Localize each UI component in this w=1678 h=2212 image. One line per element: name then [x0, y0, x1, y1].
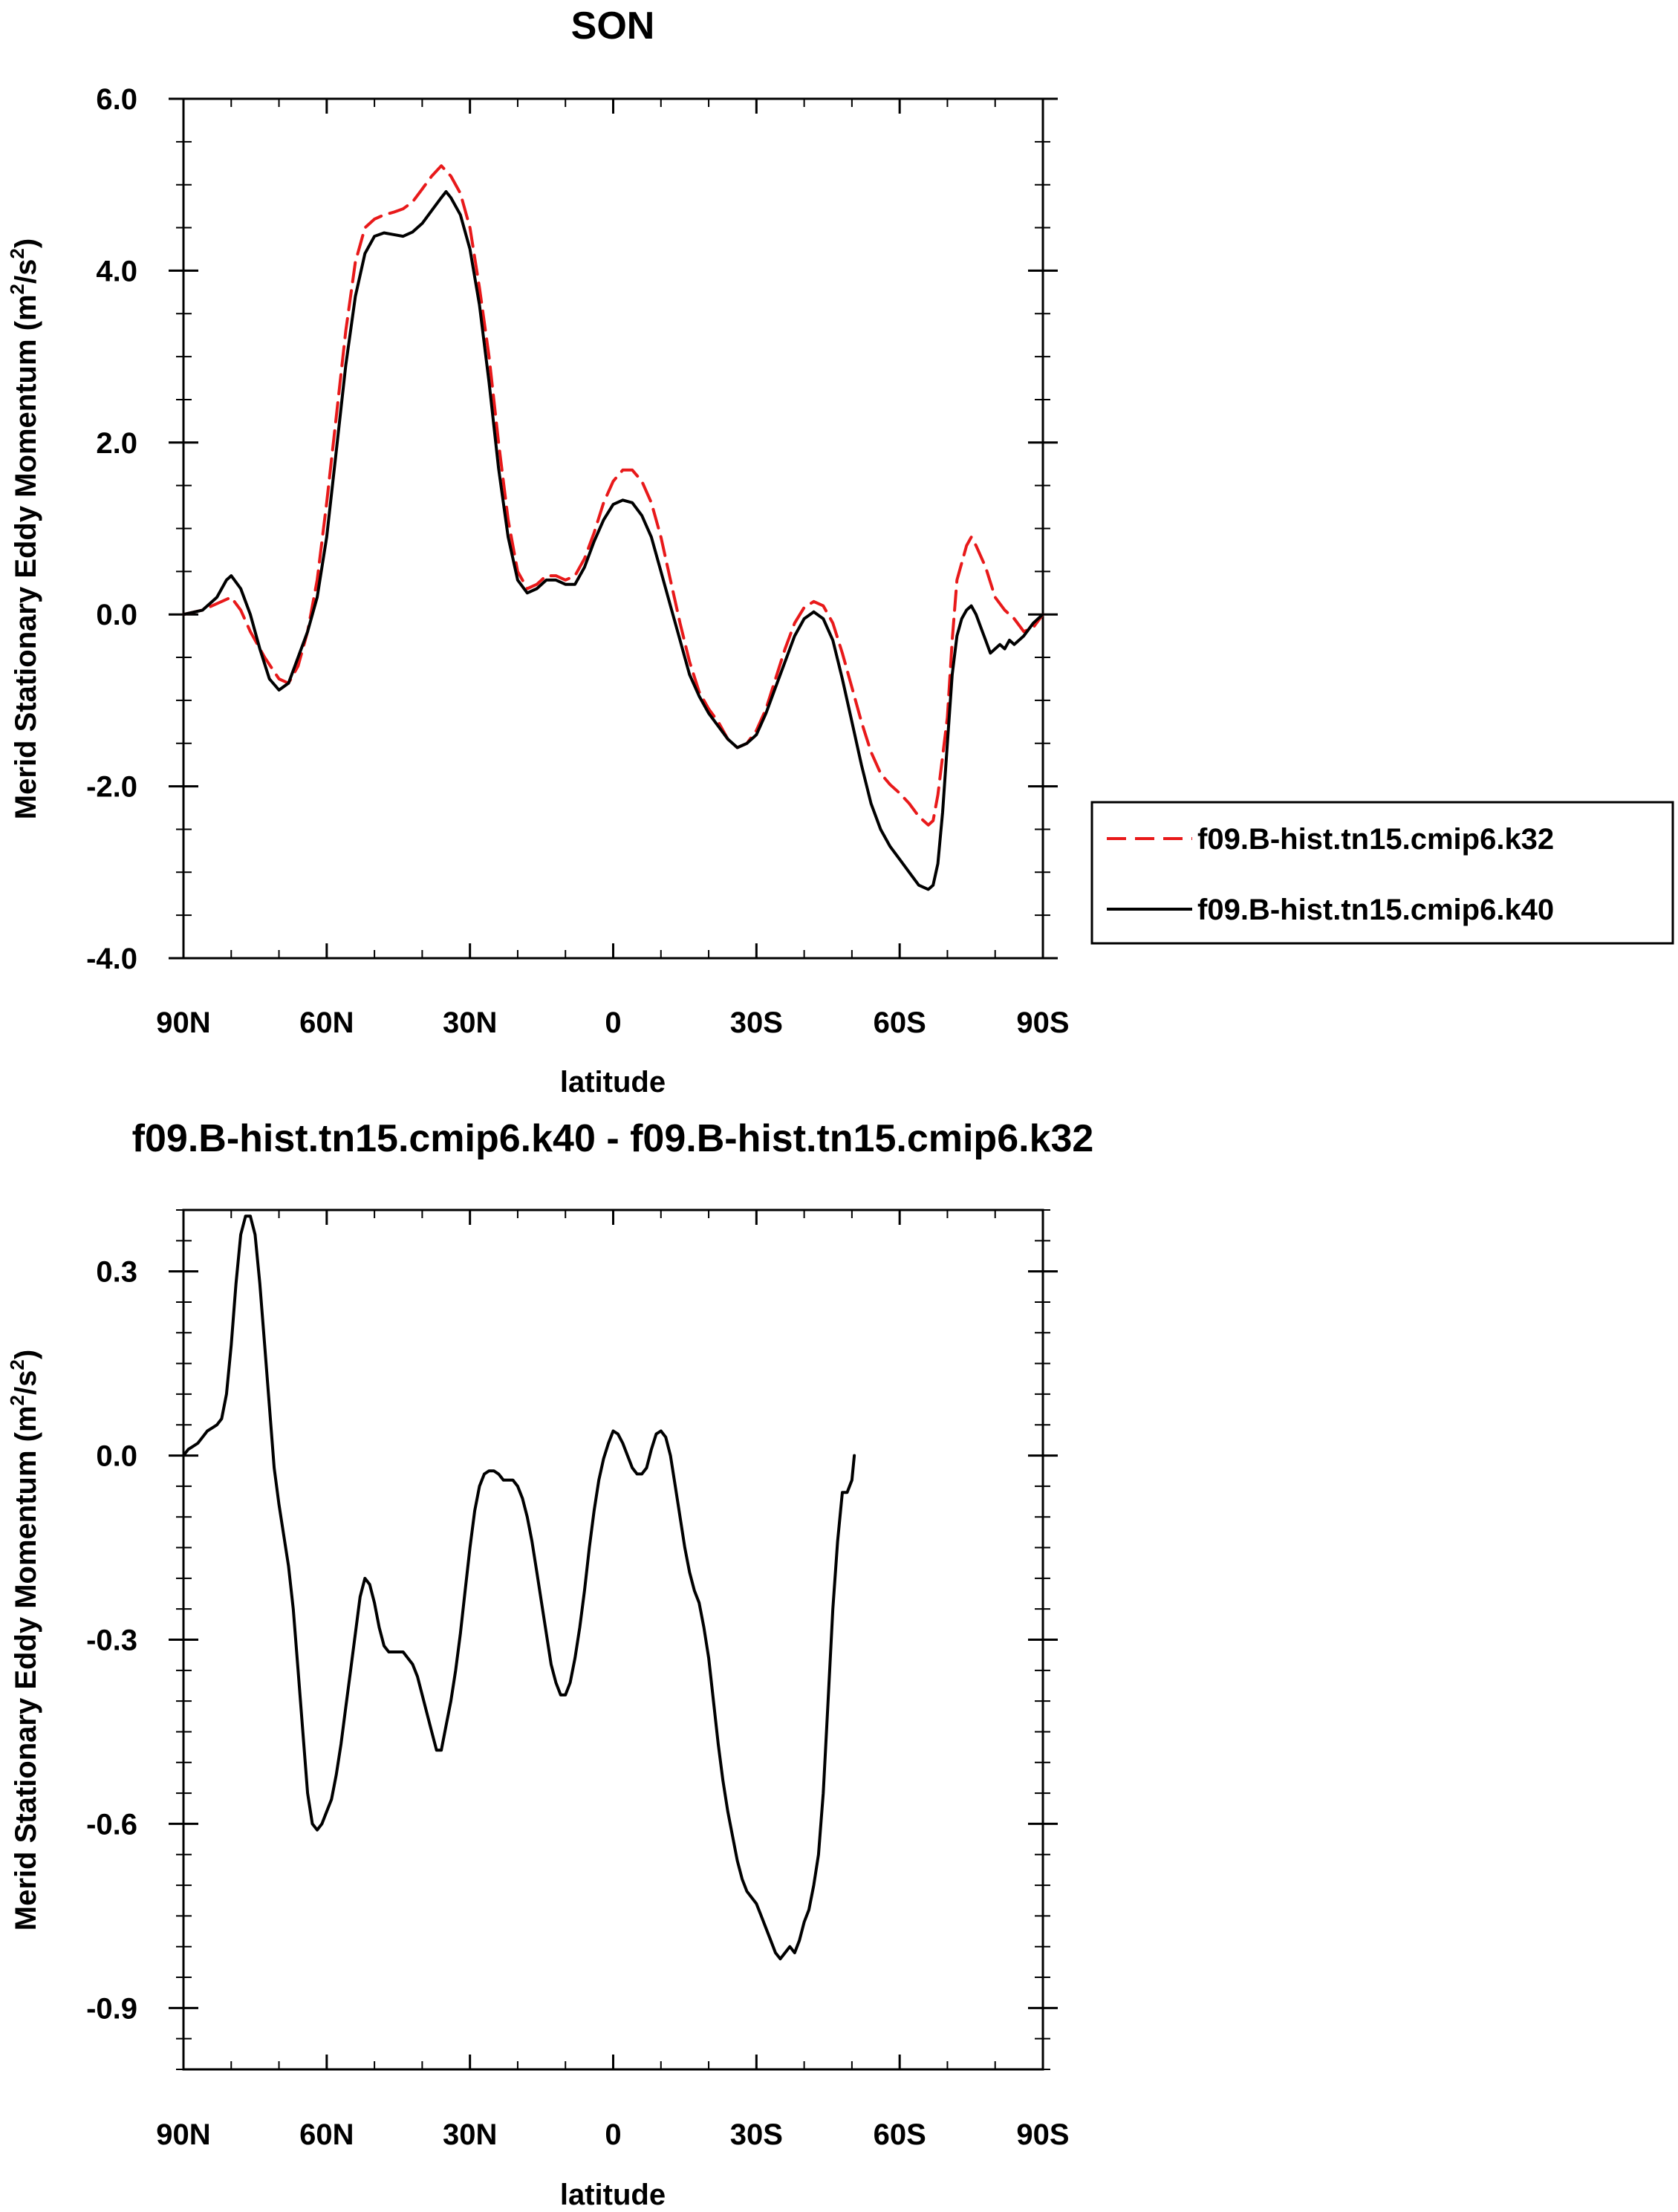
- panel2-xtick-label: 30S: [730, 2118, 783, 2151]
- panel1-xtick-label: 90N: [156, 1006, 210, 1039]
- panel2-xtick-label: 0: [605, 2118, 621, 2151]
- panel1-ytick-label: 4.0: [96, 255, 137, 287]
- panel2-series-difference-line: [182, 1214, 856, 1961]
- panel1-xtick-label: 60N: [299, 1006, 354, 1039]
- top-panel: SON 90N 60N 30N 0 30S 60S 90S -4.0 -2.0 …: [6, 4, 1674, 1099]
- legend: f09.B-hist.tn15.cmip6.k32 f09.B-hist.tn1…: [1090, 801, 1674, 945]
- panel1-xtick-label: 90S: [1016, 1006, 1069, 1039]
- panel2-xtick-label: 90N: [156, 2118, 210, 2151]
- panel2-ytick-label: -0.6: [86, 1808, 137, 1841]
- panel1-ytick-label: 2.0: [96, 427, 137, 460]
- panel1-ticks: [169, 97, 1058, 960]
- legend-box: [1090, 801, 1674, 945]
- panel1-title: SON: [571, 4, 655, 48]
- panel1-x-axis-label: latitude: [560, 1066, 666, 1099]
- panel2-ytick-label: 0.0: [96, 1440, 137, 1473]
- panel1-xtick-label: 30N: [443, 1006, 497, 1039]
- panel2-xtick-label: 30N: [443, 2118, 497, 2151]
- panel2-xtick-label: 60S: [874, 2118, 926, 2151]
- panel2-x-axis-label: latitude: [560, 2179, 666, 2211]
- panel2-title: f09.B-hist.tn15.cmip6.k40 - f09.B-hist.t…: [132, 1117, 1094, 1160]
- panel1-xtick-label: 30S: [730, 1006, 783, 1039]
- panel1-y-axis-label: Merid Stationary Eddy Momentum (m2/s2): [6, 238, 42, 819]
- panel1-xtick-label: 0: [605, 1006, 621, 1039]
- panel2-plot-frame: [182, 1209, 1044, 2071]
- panel2-xtick-label: 60N: [299, 2118, 354, 2151]
- panel2-xtick-label: 90S: [1016, 2118, 1069, 2151]
- panel2-ytick-label: 0.3: [96, 1256, 137, 1289]
- panel1-xtick-label: 60S: [874, 1006, 926, 1039]
- panel1-series-k40-line: [182, 190, 1044, 891]
- legend-label-k32: f09.B-hist.tn15.cmip6.k32: [1197, 823, 1554, 856]
- panel2-ticks: [169, 1209, 1058, 2070]
- panel1-series-k32-line: [182, 164, 1044, 827]
- panel1-ytick-label: 6.0: [96, 83, 137, 116]
- panel2-ytick-label: -0.3: [86, 1624, 137, 1657]
- panel2-ytick-label: -0.9: [86, 1992, 137, 2025]
- legend-label-k40: f09.B-hist.tn15.cmip6.k40: [1197, 894, 1554, 926]
- panel1-ytick-label: -2.0: [86, 771, 137, 804]
- bottom-panel: f09.B-hist.tn15.cmip6.k40 - f09.B-hist.t…: [6, 1117, 1093, 2211]
- panel2-y-axis-label: Merid Stationary Eddy Momentum (m2/s2): [6, 1350, 42, 1930]
- panel1-plot-frame: [182, 97, 1044, 960]
- panel1-ytick-label: 0.0: [96, 599, 137, 631]
- panel1-ytick-label: -4.0: [86, 943, 137, 975]
